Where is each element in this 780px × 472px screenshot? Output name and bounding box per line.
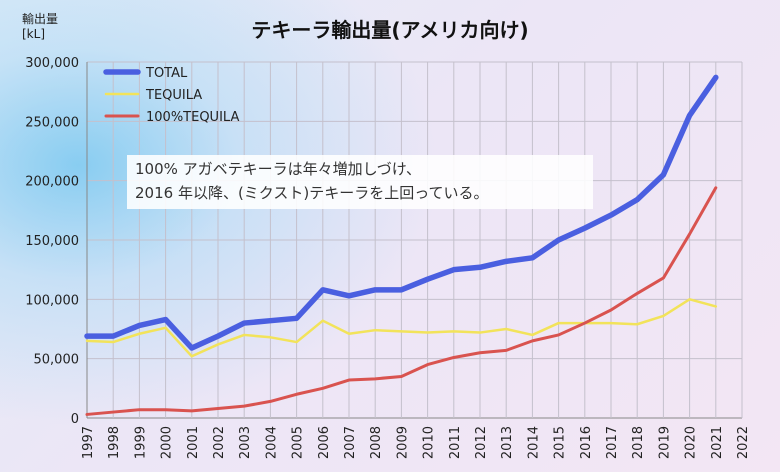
- x-tick-label: 2000: [160, 426, 175, 459]
- x-tick-label: 2015: [553, 426, 568, 459]
- x-tick-label: 2002: [212, 426, 227, 459]
- tick-labels: 0 50,000 100,000 150,000 200,000 250,000 300,0…: [25, 56, 751, 459]
- x-tick-label: 2021: [710, 426, 725, 459]
- x-tick-label: 2008: [369, 426, 384, 459]
- annotation-line-1: 100% アガベテキーラは年々増加しづけ、: [135, 160, 422, 178]
- x-tick-label: 2003: [238, 426, 253, 459]
- y-tick-label: 0: [71, 412, 79, 427]
- y-tick-label: 250,000: [25, 115, 79, 130]
- x-tick-label: 2011: [448, 426, 463, 459]
- x-tick-label: 2007: [343, 426, 358, 459]
- x-tick-label: 1999: [133, 426, 148, 459]
- grid-lines: [86, 61, 743, 419]
- x-tick-label: 2017: [605, 426, 620, 459]
- x-tick-label: 2005: [291, 426, 306, 459]
- x-tick-label: 1998: [107, 426, 122, 459]
- chart-title: テキーラ輸出量(アメリカ向け): [251, 18, 529, 42]
- x-tick-label: 2010: [422, 426, 437, 459]
- y-tick-label: 100,000: [25, 293, 79, 308]
- annotation-line-2: 2016 年以降、(ミクスト)テキーラを上回っている。: [135, 184, 489, 202]
- y-tick-label: 300,000: [25, 56, 79, 71]
- x-tick-label: 2006: [317, 426, 332, 459]
- y-axis-label-line-1: 輸出量: [22, 12, 59, 26]
- y-axis-unit-label: 輸出量 [kL]: [22, 12, 58, 42]
- y-tick-label: 50,000: [34, 353, 80, 368]
- x-tick-label: 2001: [186, 426, 201, 459]
- x-tick-label: 2016: [579, 426, 594, 459]
- x-tick-label: 1997: [81, 426, 96, 459]
- x-tick-label: 2009: [395, 426, 410, 459]
- legend-label: TEQUILA: [145, 88, 202, 103]
- series-line-total: [84, 74, 719, 351]
- x-tick-label: 2014: [526, 426, 541, 459]
- x-tick-label: 2019: [657, 426, 672, 459]
- series-line-100-tequila: [85, 186, 718, 416]
- x-tick-label: 2004: [264, 426, 279, 459]
- x-tick-label: 2013: [500, 426, 515, 459]
- y-tick-label: 150,000: [25, 234, 79, 249]
- y-tick-label: 200,000: [25, 175, 79, 190]
- series-line-tequila: [85, 298, 718, 358]
- y-axis-label-line-2: [kL]: [22, 27, 45, 41]
- legend: TOTAL TEQUILA 100%TEQUILA: [103, 66, 239, 125]
- legend-label: TOTAL: [145, 66, 188, 81]
- x-tick-label: 2020: [684, 426, 699, 459]
- series-lines: [84, 74, 719, 416]
- legend-label: 100%TEQUILA: [146, 110, 239, 125]
- annotation-box: 100% アガベテキーラは年々増加しづけ、 2016 年以降、(ミクスト)テキー…: [127, 155, 593, 209]
- x-tick-label: 2012: [474, 426, 489, 459]
- x-tick-label: 2022: [736, 426, 751, 459]
- x-tick-label: 2018: [631, 426, 646, 459]
